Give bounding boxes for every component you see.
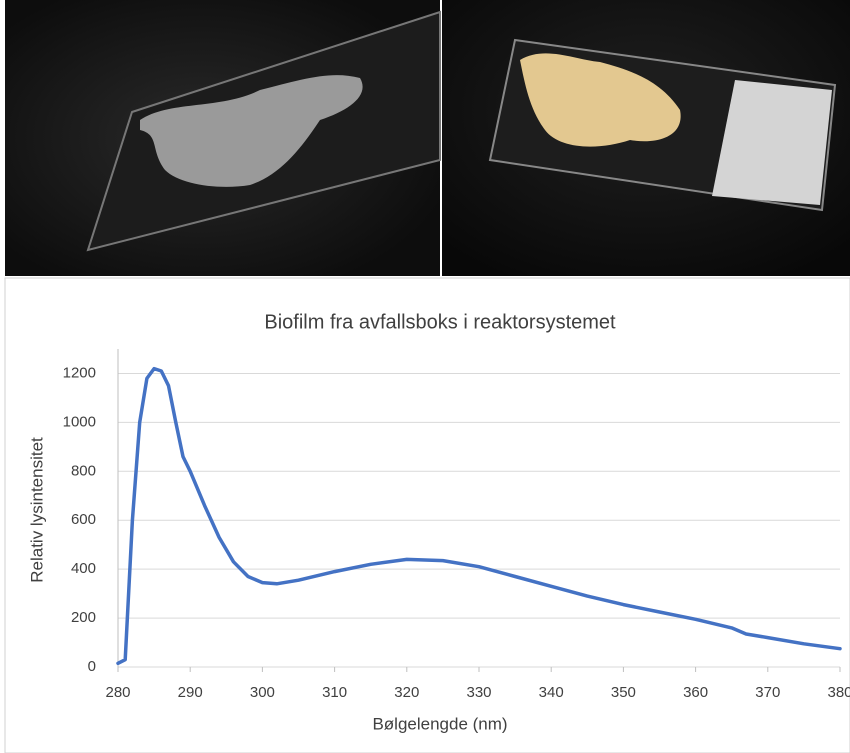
photo-right <box>442 0 850 276</box>
y-tick-label: 1000 <box>63 413 96 430</box>
x-tick-label: 320 <box>394 684 419 701</box>
x-tick-label: 340 <box>539 684 564 701</box>
photo-left <box>5 0 440 276</box>
chart-title: Biofilm fra avfallsboks i reaktorsysteme… <box>264 311 616 333</box>
x-tick-label: 310 <box>322 684 347 701</box>
y-tick-label: 800 <box>71 462 96 479</box>
y-tick-label: 0 <box>88 658 96 675</box>
y-tick-label: 200 <box>71 609 96 626</box>
y-tick-label: 400 <box>71 560 96 577</box>
y-axis-label: Relativ lysintensitet <box>27 437 46 583</box>
x-axis-label: Bølgelengde (nm) <box>372 714 507 733</box>
y-tick-label: 600 <box>71 511 96 528</box>
x-tick-label: 300 <box>250 684 275 701</box>
x-tick-label: 360 <box>683 684 708 701</box>
x-tick-label: 370 <box>755 684 780 701</box>
y-tick-label: 1200 <box>63 364 96 381</box>
x-tick-label: 290 <box>178 684 203 701</box>
page: Biofilm fra avfallsboks i reaktorsysteme… <box>0 0 850 753</box>
x-tick-label: 280 <box>105 684 130 701</box>
x-tick-label: 330 <box>466 684 491 701</box>
x-tick-label: 380 <box>827 684 850 701</box>
x-tick-label: 350 <box>611 684 636 701</box>
